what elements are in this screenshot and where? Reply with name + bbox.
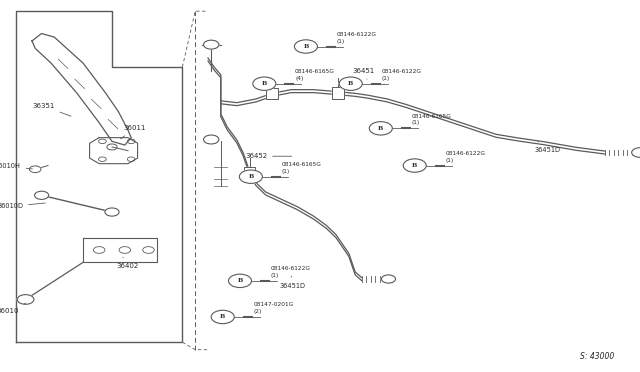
Bar — [244, 167, 255, 179]
Text: 08146-6165G
(1): 08146-6165G (1) — [412, 114, 451, 125]
Circle shape — [294, 40, 317, 53]
Text: B: B — [237, 278, 243, 283]
Polygon shape — [83, 238, 157, 262]
Text: B: B — [220, 314, 225, 320]
Circle shape — [105, 208, 119, 216]
Text: 36011: 36011 — [120, 125, 146, 139]
Circle shape — [403, 159, 426, 172]
Text: 36402: 36402 — [117, 257, 139, 269]
Circle shape — [211, 310, 234, 324]
Text: B: B — [348, 81, 353, 86]
Bar — [332, 87, 344, 99]
Text: 08146-6122G
(1): 08146-6122G (1) — [337, 32, 376, 44]
Bar — [266, 88, 278, 99]
Text: S: 43000: S: 43000 — [580, 352, 614, 361]
Text: 36451D: 36451D — [280, 276, 305, 289]
Circle shape — [107, 144, 117, 150]
Circle shape — [228, 274, 252, 288]
Text: 36451: 36451 — [353, 68, 374, 79]
Circle shape — [369, 122, 392, 135]
Text: 08146-6122G
(1): 08146-6122G (1) — [271, 266, 311, 278]
Text: B: B — [303, 44, 308, 49]
Text: 08146-6122G
(1): 08146-6122G (1) — [445, 151, 486, 163]
Text: 36010: 36010 — [0, 303, 26, 314]
Text: 36451D: 36451D — [534, 141, 560, 153]
Circle shape — [339, 77, 362, 90]
Circle shape — [29, 166, 41, 173]
Text: 36351: 36351 — [33, 103, 71, 116]
Circle shape — [253, 77, 276, 90]
Circle shape — [204, 40, 219, 49]
Text: B: B — [262, 81, 267, 86]
Text: 08147-0201G
(2): 08147-0201G (2) — [253, 302, 294, 314]
Bar — [244, 167, 255, 179]
Circle shape — [17, 295, 34, 304]
Text: 36010D: 36010D — [0, 203, 45, 209]
Text: 08146-6165G
(4): 08146-6165G (4) — [295, 69, 335, 81]
Polygon shape — [32, 33, 131, 145]
Text: B: B — [378, 126, 383, 131]
Text: 36010H: 36010H — [0, 163, 33, 169]
Text: B: B — [412, 163, 417, 168]
Circle shape — [381, 275, 396, 283]
Bar — [332, 87, 344, 99]
Text: 36452: 36452 — [245, 153, 292, 159]
Polygon shape — [90, 138, 138, 164]
Circle shape — [239, 170, 262, 183]
Text: 08146-6165G
(1): 08146-6165G (1) — [282, 162, 321, 174]
Circle shape — [35, 191, 49, 199]
Circle shape — [632, 148, 640, 157]
Circle shape — [204, 135, 219, 144]
Bar — [266, 88, 278, 99]
Text: 08146-6122G
(1): 08146-6122G (1) — [381, 69, 422, 81]
Text: B: B — [248, 174, 253, 179]
